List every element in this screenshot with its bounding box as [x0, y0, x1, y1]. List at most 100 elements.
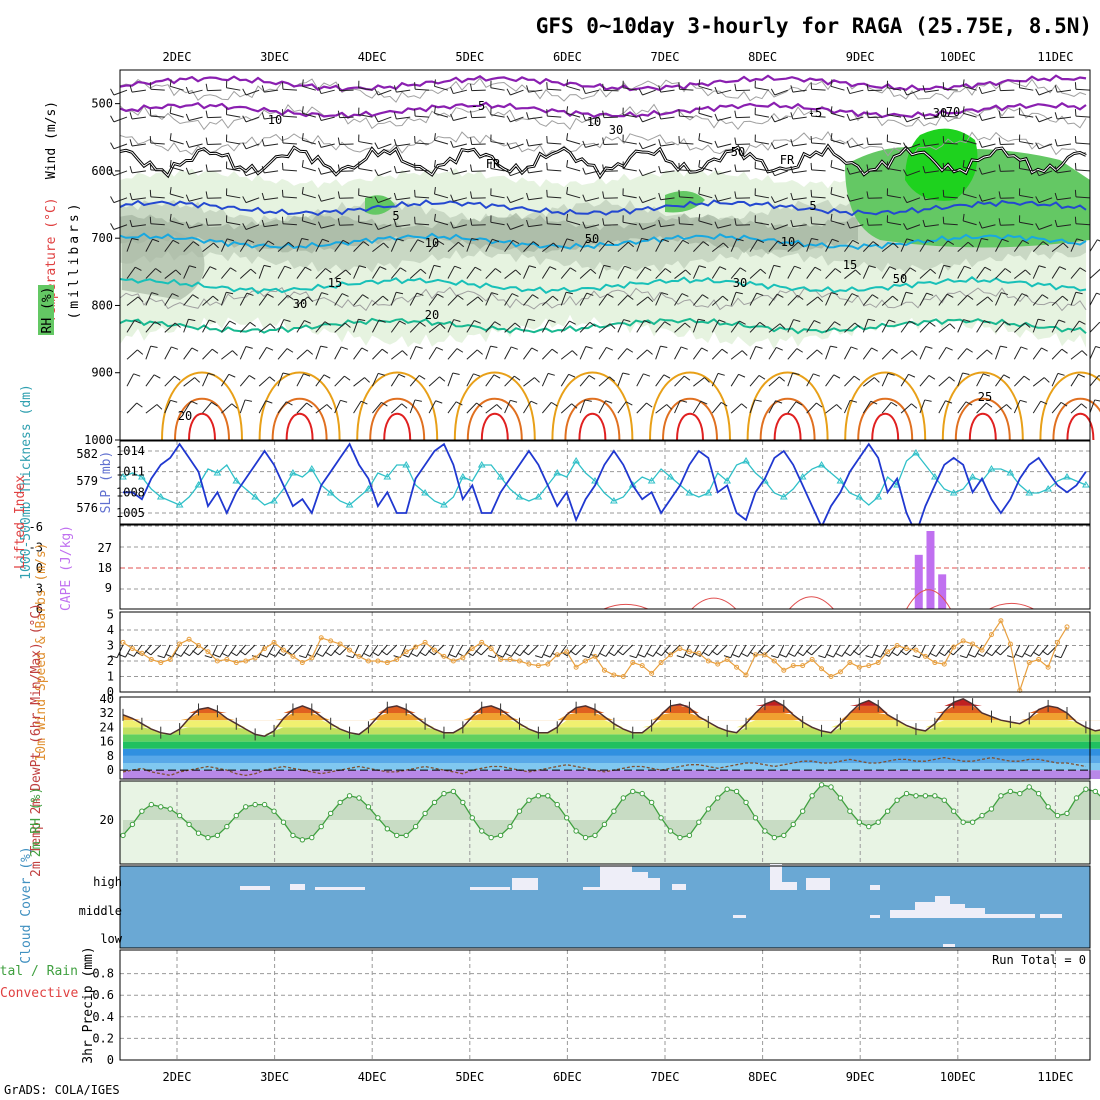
rh-contour [119, 286, 1087, 312]
y-tick-label: 900 [91, 366, 113, 380]
wind-barb-flag [428, 650, 435, 656]
lifted-index-tick-label: 3 [36, 582, 43, 596]
wind-barb [504, 293, 513, 306]
thickness-marker [270, 497, 278, 504]
wind-barb-flag [377, 372, 386, 376]
wind-barb-flag [185, 221, 190, 229]
wind-barb [963, 166, 977, 172]
thickness-marker [685, 489, 694, 496]
wind-speed-marker [762, 652, 768, 658]
wind-barb-flag [434, 133, 436, 141]
wind-barb [824, 644, 832, 658]
wind-barb [502, 644, 511, 658]
wind-barb [830, 85, 845, 91]
wind-barb [981, 89, 996, 95]
wind-barb [717, 197, 732, 202]
wind-barb [547, 223, 562, 226]
wind-barb-flag [680, 346, 688, 350]
rh2m-marker [497, 832, 504, 839]
panel-frame [119, 780, 1091, 865]
wind-barb-flag [735, 291, 743, 295]
thickness-marker [1063, 473, 1071, 480]
rh2m-marker [960, 819, 966, 825]
cape-tick-label: 27 [98, 541, 112, 555]
wind-barb [935, 644, 945, 657]
wind-barb [258, 400, 267, 414]
wind-barb-flag [129, 219, 133, 227]
wind-barb [221, 350, 233, 360]
wind-barb-flag [1075, 291, 1083, 295]
wind-barb [202, 319, 210, 333]
wind-barb [924, 116, 939, 120]
wind-barb [1014, 322, 1026, 333]
wind-barb-flag [1081, 350, 1088, 356]
wind-barb [900, 238, 908, 252]
rh2m-marker [1026, 784, 1032, 790]
thickness-marker [855, 493, 864, 500]
wind-barb [126, 402, 138, 414]
wind-barb [1070, 403, 1082, 414]
thickness-marker [119, 473, 127, 480]
rh2m-marker [507, 823, 513, 830]
wind-barb [943, 196, 958, 199]
rh2m-marker [677, 834, 683, 841]
wind-barb-flag [948, 376, 955, 382]
wind-barb [220, 238, 228, 252]
wind-barb [188, 224, 203, 229]
wind-barb [794, 644, 804, 657]
thickness-marker [874, 493, 883, 500]
wind-barb-flag [903, 142, 908, 150]
wind-barb-flag [965, 401, 973, 406]
wind-barb [749, 239, 758, 252]
wind-barb-flag [906, 238, 914, 242]
cloud-level-label: middle [79, 904, 122, 918]
wind-barb-flag [968, 654, 976, 658]
temperature-isotherm [119, 232, 1087, 251]
wind-barb-flag [582, 86, 586, 94]
thickness-marker [666, 473, 675, 480]
wind-speed-marker [856, 664, 862, 670]
mid-cloud-block [890, 910, 915, 918]
wind-barb [642, 143, 656, 150]
x-tick-label-bottom: 8DEC [748, 1070, 777, 1084]
wind-barb [409, 375, 420, 387]
wind-barb [315, 292, 322, 306]
wind-barb [787, 265, 795, 279]
wind-barb-flag [892, 242, 899, 249]
wind-barb-flag [317, 221, 322, 229]
wind-barb-flag [638, 115, 643, 123]
wind-barb-flag [1041, 650, 1048, 656]
wind-barb-flag [978, 167, 983, 175]
wind-barb [560, 320, 570, 333]
wind-barb-flag [738, 373, 746, 378]
wind-barb-flag [986, 349, 993, 355]
wind-barb-flag [606, 293, 614, 298]
wind-barb [131, 224, 146, 228]
wind-speed-marker [139, 650, 145, 656]
wind-barb [730, 238, 738, 252]
wind-barb [617, 401, 627, 414]
wind-barb-flag [947, 240, 955, 246]
x-tick-label-top: 4DEC [358, 50, 387, 64]
wind-speed-marker [1055, 639, 1061, 645]
rh2m-marker [441, 790, 447, 797]
wind-barb-flag [817, 296, 824, 303]
wind-barb-flag [818, 655, 826, 659]
wind-barb-flag [698, 133, 701, 141]
wind-barb-flag [301, 160, 304, 168]
wind-barb [1075, 115, 1090, 118]
wind-barb-flag [282, 372, 290, 375]
wind-barb [264, 170, 279, 174]
wind-speed-marker [299, 660, 305, 666]
wind-barb [170, 166, 184, 172]
wind-barb-flag [964, 265, 972, 270]
wind-barb [485, 268, 496, 279]
wind-barb-flag [616, 650, 624, 656]
rh2m-marker [488, 834, 494, 841]
wind-barb-flag [962, 160, 965, 168]
rh-axis-label: RH (%) [40, 287, 55, 334]
wind-speed-marker [847, 660, 853, 666]
